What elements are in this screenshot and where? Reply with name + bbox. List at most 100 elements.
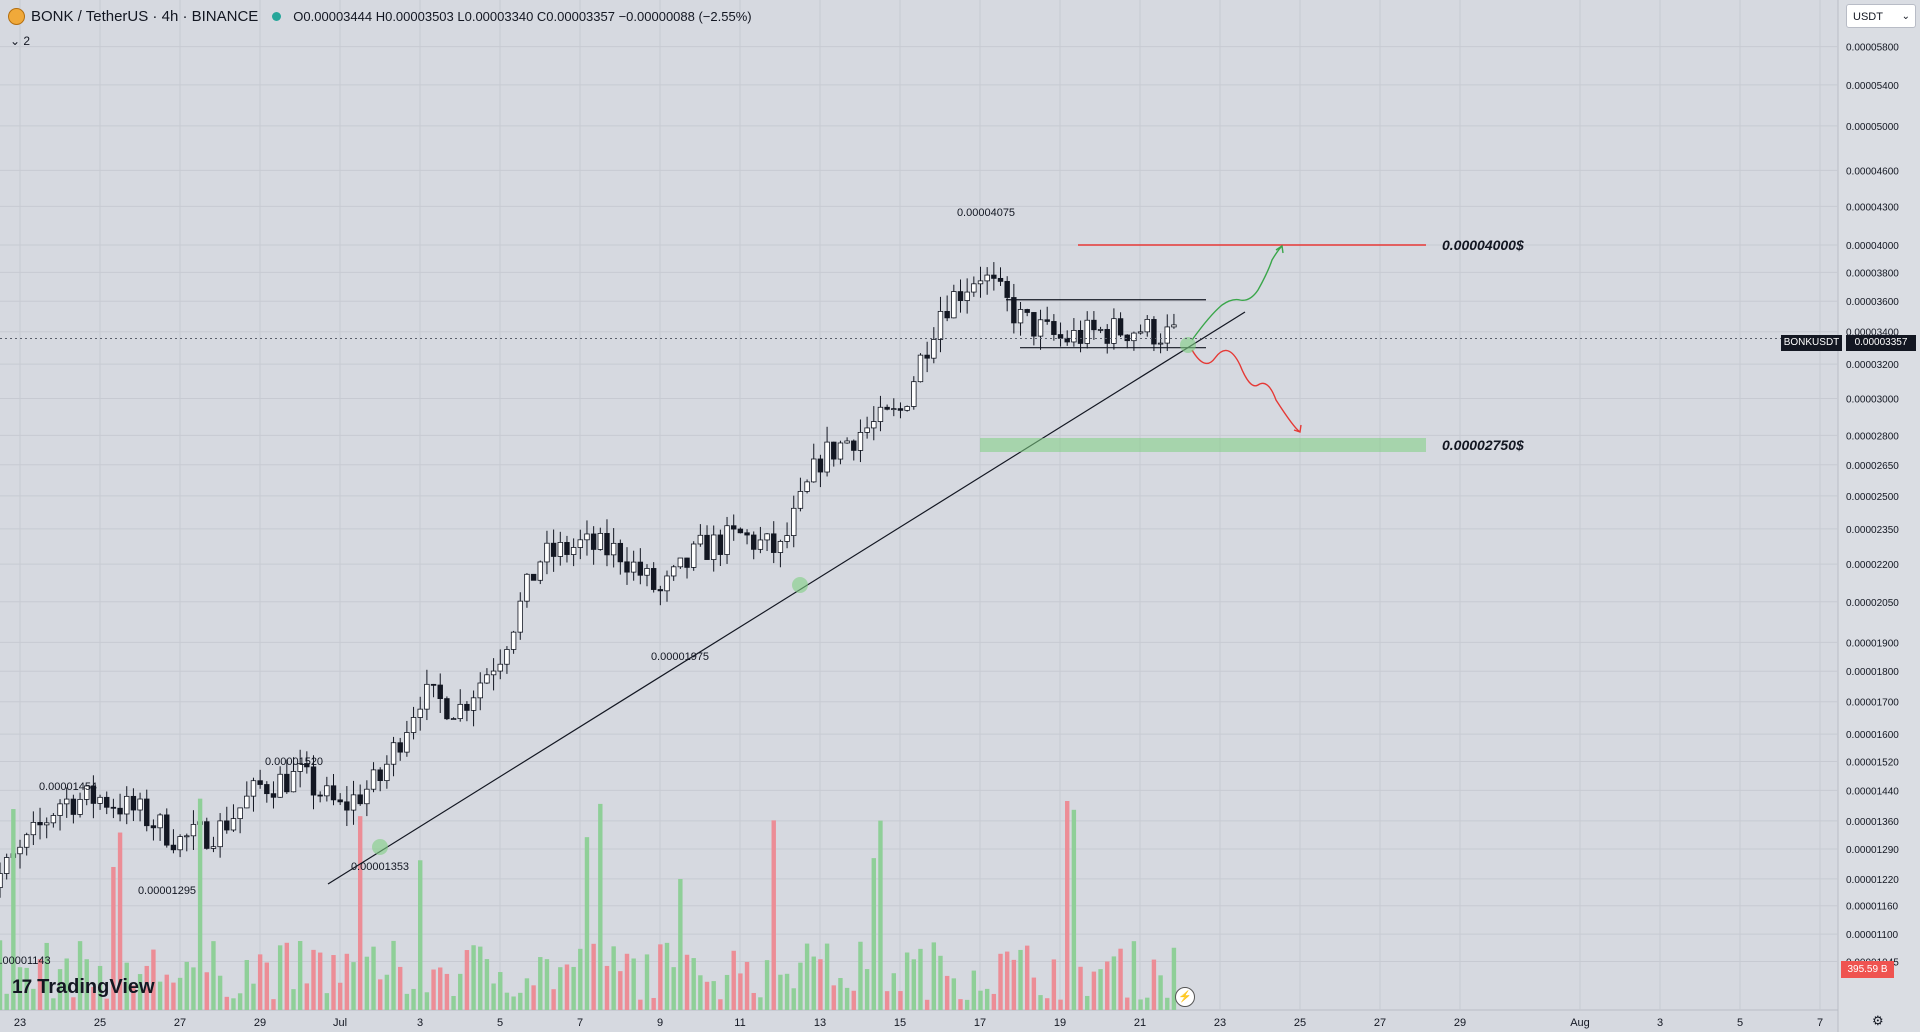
support-zone <box>980 438 1426 452</box>
candle-body <box>170 844 177 851</box>
market-status-icon <box>272 11 282 21</box>
volume-bar <box>511 996 516 1010</box>
volume-bar <box>498 972 503 1010</box>
x-tick-label: 23 <box>1214 1017 1226 1029</box>
candle-body <box>564 542 570 555</box>
volume-bar <box>658 944 663 1010</box>
x-tick-label: 5 <box>497 1017 503 1029</box>
candle-body <box>797 491 804 509</box>
currency-select[interactable]: USDT ⌄ <box>1846 4 1916 28</box>
candle-body <box>751 534 757 550</box>
candle-body <box>1084 319 1090 344</box>
volume-bar <box>1151 959 1157 1010</box>
candle-body <box>931 339 937 359</box>
price-extreme-label: 0.00001454 <box>39 781 97 793</box>
volume-bar <box>217 975 223 1010</box>
price-axis-panel <box>1838 0 1920 1032</box>
candle-body <box>1064 337 1070 343</box>
x-tick-label: 17 <box>974 1017 986 1029</box>
candle-body <box>1097 329 1104 331</box>
bearish-projection-path <box>1191 349 1301 433</box>
y-tick-label: 0.00001700 <box>1846 698 1899 709</box>
candle-body <box>617 542 624 563</box>
volume-bar <box>558 967 563 1010</box>
price-extreme-label: 0.00004075 <box>957 207 1015 219</box>
candle-body <box>684 557 690 568</box>
price-extreme-label: 0.00001975 <box>651 651 709 663</box>
indicator-toggle[interactable]: ⌄ 2 <box>10 34 31 48</box>
trendline <box>327 311 1246 885</box>
volume-bar <box>291 989 296 1010</box>
tradingview-logo[interactable]: 17 TradingView <box>12 976 155 999</box>
volume-bar <box>264 962 270 1010</box>
candle-body <box>530 573 537 581</box>
trendline-touch-marker <box>372 839 388 855</box>
volume-bar <box>904 952 910 1010</box>
volume-bar <box>724 974 730 1010</box>
volume-bar <box>1058 999 1063 1010</box>
candle-body <box>324 785 330 797</box>
volume-bar <box>1018 949 1023 1010</box>
volume-bar <box>518 992 523 1010</box>
x-tick-label: 3 <box>1657 1017 1663 1029</box>
volume-bar <box>378 979 383 1010</box>
volume-bar <box>391 940 396 1010</box>
volume-bar <box>37 959 43 1010</box>
y-tick-label: 0.00005000 <box>1846 122 1899 133</box>
candle-body <box>837 442 844 460</box>
candle-body <box>390 742 397 765</box>
y-tick-label: 0.00002500 <box>1846 492 1899 503</box>
volume-bar <box>898 991 903 1010</box>
candle-body <box>744 532 750 536</box>
candle-body <box>824 441 830 473</box>
symbol-header[interactable]: BONK / TetherUS · 4h · BINANCE O0.000034… <box>8 6 752 26</box>
symbol-title[interactable]: BONK / TetherUS · 4h · BINANCE <box>31 7 259 25</box>
candle-body <box>1144 319 1150 333</box>
volume-bar <box>11 809 16 1010</box>
volume-bar <box>891 973 896 1010</box>
volume-bar <box>418 860 423 1010</box>
x-tick-label: 11 <box>734 1017 745 1029</box>
volume-bar <box>438 967 443 1010</box>
volume-bar <box>311 949 316 1010</box>
bearish-arrow-head <box>1293 424 1302 433</box>
volume-bar <box>964 999 970 1010</box>
candle-body <box>184 835 190 838</box>
volume-bar <box>404 993 410 1010</box>
volume-bar <box>871 858 876 1010</box>
settings-icon[interactable]: ⚙ <box>1872 1013 1884 1028</box>
candle-body <box>917 354 924 383</box>
candle-body <box>397 742 403 753</box>
x-tick-label: 15 <box>894 1017 906 1029</box>
volume-bar <box>344 953 350 1010</box>
candle-body <box>1171 324 1177 328</box>
tradingview-logo-text: TradingView <box>37 976 155 998</box>
volume-bar <box>191 967 196 1010</box>
x-tick-label: 29 <box>1454 1017 1466 1029</box>
candle-body <box>1124 334 1130 342</box>
y-tick-label: 0.00005800 <box>1846 43 1899 54</box>
x-tick-label: 25 <box>94 1017 106 1029</box>
candle-body <box>104 796 110 808</box>
candle-body <box>1024 309 1030 313</box>
volume-bar <box>771 820 776 1010</box>
volume-bar <box>1131 941 1137 1010</box>
volume-bar <box>831 985 836 1010</box>
y-tick-label: 0.00002350 <box>1846 525 1899 536</box>
candle-body <box>711 534 717 560</box>
candle-body <box>1077 329 1084 344</box>
indicator-count: 2 <box>23 34 31 48</box>
volume-bar <box>4 993 9 1010</box>
candle-body <box>344 801 350 811</box>
y-tick-label: 0.00001440 <box>1846 786 1899 797</box>
candle-body <box>17 846 23 855</box>
candle-body <box>310 766 317 796</box>
y-tick-label: 0.00001900 <box>1846 638 1899 649</box>
volume-bar <box>744 961 750 1010</box>
candle-body <box>350 794 357 811</box>
candle-body <box>30 821 37 836</box>
candle-body <box>384 763 390 782</box>
lightning-icon[interactable]: ⚡ <box>1175 987 1195 1007</box>
volume-bar <box>144 965 149 1010</box>
